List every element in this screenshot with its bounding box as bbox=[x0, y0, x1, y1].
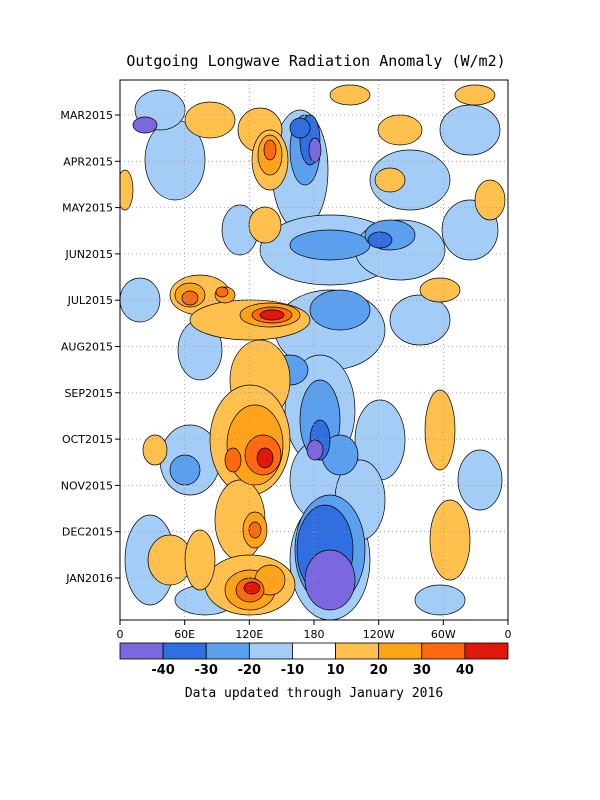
grid-lines bbox=[120, 80, 508, 620]
anomaly-contour bbox=[248, 521, 262, 539]
x-tick-label: 120W bbox=[363, 628, 395, 641]
anomaly-contour bbox=[184, 529, 216, 591]
y-tick-label: AUG2015 bbox=[61, 341, 113, 354]
anomaly-contour bbox=[439, 104, 501, 156]
anomaly-contour bbox=[248, 206, 282, 244]
y-tick-label: JUN2015 bbox=[64, 248, 113, 261]
update-note: Data updated through January 2016 bbox=[185, 686, 443, 701]
anomaly-contour bbox=[429, 499, 471, 581]
chart-title: Outgoing Longwave Radiation Anomaly (W/m… bbox=[126, 52, 505, 70]
x-axis: 0 60E 120E 180 120W 60W 0 bbox=[117, 620, 512, 641]
anomaly-contour bbox=[132, 116, 158, 134]
colorbar-swatch bbox=[378, 642, 423, 660]
y-tick-label: SEP2015 bbox=[64, 387, 113, 400]
anomaly-contour bbox=[142, 434, 168, 466]
colorbar-label: -40 bbox=[151, 663, 175, 678]
anomaly-contour bbox=[414, 584, 466, 616]
x-tick-label: 120E bbox=[235, 628, 263, 641]
anomaly-contour bbox=[304, 549, 356, 611]
anomaly-contour bbox=[369, 149, 451, 211]
anomaly-contour bbox=[474, 179, 506, 221]
colorbar-label: -30 bbox=[194, 663, 218, 678]
anomaly-contour bbox=[419, 277, 461, 303]
colorbar-swatch bbox=[119, 642, 164, 660]
colorbar-label: 10 bbox=[327, 663, 345, 678]
anomaly-contour bbox=[184, 101, 236, 139]
colorbar-label: -20 bbox=[238, 663, 262, 678]
colorbar-swatch bbox=[205, 642, 250, 660]
y-tick-label: DEC2015 bbox=[62, 526, 113, 539]
anomaly-contour bbox=[181, 290, 199, 306]
colorbar: -40 -30 -20 -10 10 20 30 40 bbox=[119, 642, 509, 678]
colorbar-label: -10 bbox=[281, 663, 305, 678]
anomaly-contour bbox=[215, 286, 229, 298]
anomaly-contour bbox=[224, 447, 242, 473]
anomaly-contour bbox=[289, 117, 311, 139]
anomaly-contour bbox=[454, 84, 496, 106]
anomaly-contour bbox=[377, 114, 423, 146]
colorbar-swatch bbox=[335, 642, 380, 660]
anomaly-contour bbox=[263, 139, 277, 161]
x-tick-label: 60E bbox=[174, 628, 195, 641]
anomaly-contour bbox=[374, 167, 406, 193]
anomaly-contour bbox=[389, 294, 451, 346]
colorbar-swatch bbox=[421, 642, 466, 660]
anomaly-contour bbox=[424, 389, 456, 471]
colorbar-label: 20 bbox=[370, 663, 388, 678]
y-tick-label: JUL2015 bbox=[67, 294, 113, 307]
anomaly-contour bbox=[457, 449, 503, 511]
colorbar-swatch bbox=[162, 642, 207, 660]
anomaly-contour bbox=[309, 289, 371, 331]
anomaly-contour bbox=[308, 137, 322, 163]
y-tick-label: OCT2015 bbox=[62, 433, 113, 446]
anomaly-contour bbox=[367, 231, 393, 249]
anomaly-contour bbox=[120, 169, 134, 211]
x-tick-label: 0 bbox=[117, 628, 124, 641]
anomaly-contour bbox=[306, 439, 324, 461]
y-tick-label: APR2015 bbox=[63, 155, 113, 168]
anomaly-contour bbox=[329, 84, 371, 106]
anomaly-contour bbox=[243, 581, 261, 595]
y-tick-label: NOV2015 bbox=[61, 479, 113, 492]
x-tick-label: 60W bbox=[431, 628, 456, 641]
colorbar-label: 40 bbox=[456, 663, 474, 678]
y-tick-label: MAR2015 bbox=[60, 109, 113, 122]
plot-area bbox=[119, 79, 509, 621]
y-axis: MAR2015 APR2015 MAY2015 JUN2015 JUL2015 AUG20… bbox=[60, 109, 120, 585]
colorbar-swatch bbox=[292, 642, 336, 660]
y-tick-label: MAY2015 bbox=[62, 202, 113, 215]
anomaly-contour bbox=[256, 447, 274, 469]
colorbar-label: 30 bbox=[413, 663, 431, 678]
anomaly-contour bbox=[259, 309, 285, 321]
anomaly-contour bbox=[289, 229, 371, 261]
x-tick-label: 0 bbox=[505, 628, 512, 641]
colorbar-swatch bbox=[248, 642, 293, 660]
colorbar-swatch bbox=[464, 642, 509, 660]
y-tick-label: JAN2016 bbox=[65, 572, 113, 585]
x-tick-label: 180 bbox=[304, 628, 325, 641]
